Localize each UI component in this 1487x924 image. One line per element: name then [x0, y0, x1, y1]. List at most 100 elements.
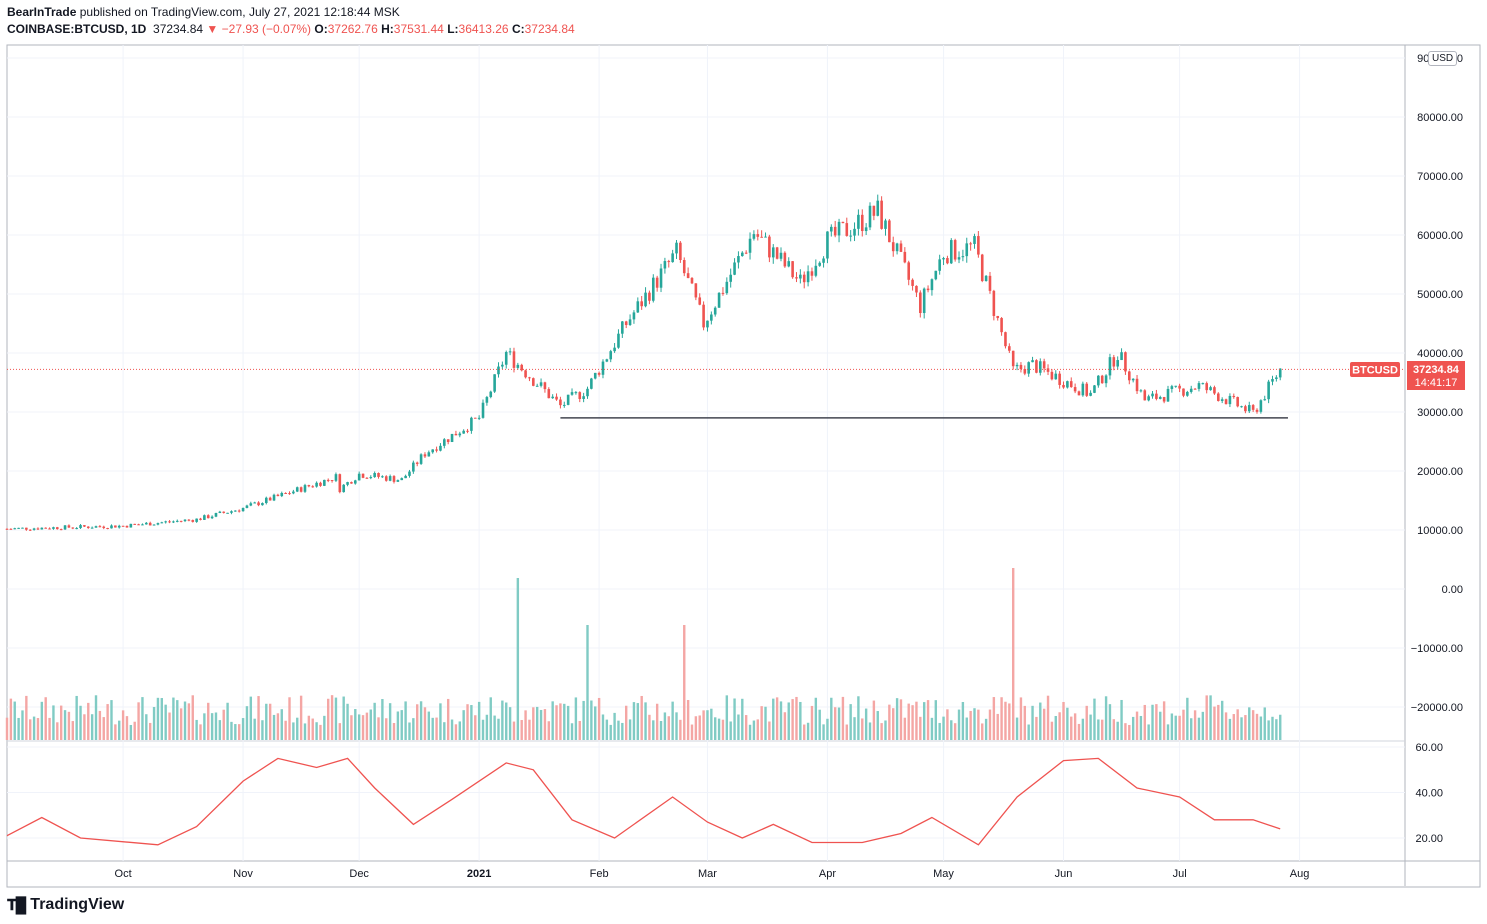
volume-bar [450, 719, 454, 740]
volume-bar [922, 702, 926, 740]
volume-bar [172, 697, 175, 740]
symbol-tag-text: BTCUSD [1352, 365, 1398, 377]
candle-body [926, 288, 930, 291]
candle-body [303, 485, 307, 492]
symbol-label[interactable]: COINBASE:BTCUSD, 1D [7, 22, 147, 36]
volume-bar [369, 709, 372, 740]
candle-body [230, 511, 233, 513]
volume-bar [628, 719, 632, 740]
volume-bar [234, 724, 237, 740]
candle-body [48, 528, 51, 530]
candle-body [849, 235, 852, 237]
candle-body [756, 234, 760, 237]
volume-bar [1271, 716, 1274, 740]
candle-body [408, 471, 411, 476]
volume-bar [137, 702, 140, 740]
candle-body [164, 521, 167, 523]
candle-body [876, 200, 880, 216]
publisher-name[interactable]: BearInTrade [7, 5, 77, 19]
volume-bar [56, 722, 59, 740]
candle-body [686, 273, 690, 279]
candle-body [1162, 397, 1166, 402]
volume-bar [772, 698, 775, 740]
candle-body [783, 252, 787, 267]
time-label: Aug [1290, 868, 1310, 880]
currency-badge[interactable]: USD [1428, 51, 1458, 66]
candle-body [628, 319, 632, 326]
candle-body [1217, 393, 1220, 401]
candle-body [768, 236, 771, 258]
volume-bar [659, 720, 663, 740]
volume-bar [17, 717, 20, 740]
volume-bar [899, 699, 903, 740]
candle-body [717, 292, 721, 308]
volume-bar [775, 697, 779, 740]
volume-bar [296, 717, 299, 740]
price-tick-label: −10000.00 [1411, 643, 1463, 655]
candle-body [288, 493, 291, 495]
candle-body [1069, 381, 1073, 388]
volume-bar [265, 703, 268, 740]
candle-body [814, 265, 818, 276]
candle-body [698, 297, 702, 305]
volume-bar [454, 724, 458, 740]
candle-body [679, 242, 682, 261]
volume-bar [814, 697, 818, 740]
volume-bar [292, 722, 295, 740]
volume-bar [903, 717, 907, 740]
volume-bar [388, 703, 392, 740]
candle-body [284, 492, 287, 494]
volume-bar [52, 705, 55, 740]
volume-bar [934, 700, 937, 740]
publish-info: BearInTrade published on TradingView.com… [7, 5, 400, 19]
candle-body [942, 258, 945, 260]
candle-body [938, 259, 941, 271]
price-tick-label: 0.00 [1442, 584, 1463, 596]
low-value: 36413.26 [458, 22, 509, 36]
brand-name: TradingView [30, 896, 125, 913]
candle-body [210, 516, 214, 519]
candle-body [508, 351, 512, 353]
volume-bar [1209, 695, 1212, 740]
volume-bar [841, 696, 845, 740]
volume-bar [1008, 703, 1011, 740]
candle-body [1008, 346, 1011, 351]
volume-bar [29, 719, 32, 740]
candle-body [795, 277, 798, 279]
volume-bar [114, 724, 117, 740]
time-axis-labels: Oct Nov Dec 2021 Feb Mar Apr May Jun Jul Aug [115, 868, 1310, 880]
volume-bar [756, 719, 759, 740]
candle-body [601, 361, 605, 375]
volume-bar [1031, 705, 1034, 740]
candle-body [1186, 391, 1189, 396]
candle-body [187, 519, 191, 521]
volume-bar [1112, 719, 1116, 740]
candle-body [1170, 386, 1174, 389]
volume-bar [1170, 713, 1174, 740]
candle-body [218, 511, 222, 513]
candle-body [419, 454, 423, 464]
candle-body [837, 221, 841, 236]
volume-bar [284, 720, 287, 740]
candle-body [323, 479, 326, 486]
candle-body [477, 417, 481, 419]
volume-bar [721, 719, 725, 740]
volume-bar [156, 697, 160, 740]
volume-bar [892, 708, 895, 740]
volume-bar [125, 716, 129, 740]
volume-bar [1139, 715, 1143, 740]
candle-body [710, 314, 713, 321]
candle-body [114, 525, 117, 528]
time-label: Feb [590, 868, 609, 880]
candle-body [1031, 360, 1034, 363]
candle-body [1066, 381, 1069, 388]
volume-bar [795, 696, 798, 740]
candle-body [1038, 361, 1042, 373]
volume-bar [32, 716, 36, 740]
candle-body [191, 520, 195, 522]
volume-bar [439, 703, 442, 740]
candle-body [13, 528, 17, 530]
tradingview-logo[interactable]: 𝐓█ TradingView [7, 896, 124, 914]
candle-body [775, 247, 779, 259]
